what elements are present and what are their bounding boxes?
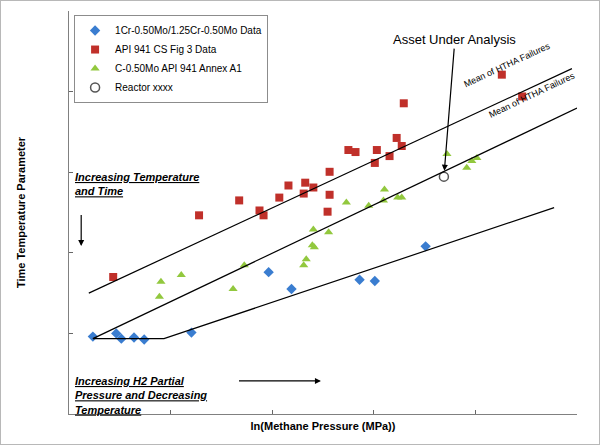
svg-text:Increasing H2 PartialPressure: Increasing H2 PartialPressure and Decrea… (75, 375, 207, 416)
svg-text:API 941 CS Fig 3 Data: API 941 CS Fig 3 Data (115, 44, 217, 55)
svg-text:Mean of HTHA Failures: Mean of HTHA Failures (462, 41, 551, 90)
svg-text:1Cr-0.50Mo/1.25Cr-0.50Mo Data: 1Cr-0.50Mo/1.25Cr-0.50Mo Data (115, 25, 262, 36)
svg-text:ln(Methane Pressure (MPa)): ln(Methane Pressure (MPa)) (251, 420, 396, 432)
svg-text:C-0.50Mo API 941 Annex A1: C-0.50Mo API 941 Annex A1 (115, 63, 242, 74)
svg-text:Time Temperature Parameter: Time Temperature Parameter (15, 136, 27, 288)
svg-text:Increasing Temperatureand Time: Increasing Temperatureand Time (75, 171, 199, 197)
svg-text:Mean of HTHA Failures: Mean of HTHA Failures (487, 70, 576, 119)
svg-text:Asset Under Analysis: Asset Under Analysis (393, 32, 516, 47)
svg-text:Reactor xxxx: Reactor xxxx (115, 82, 173, 93)
